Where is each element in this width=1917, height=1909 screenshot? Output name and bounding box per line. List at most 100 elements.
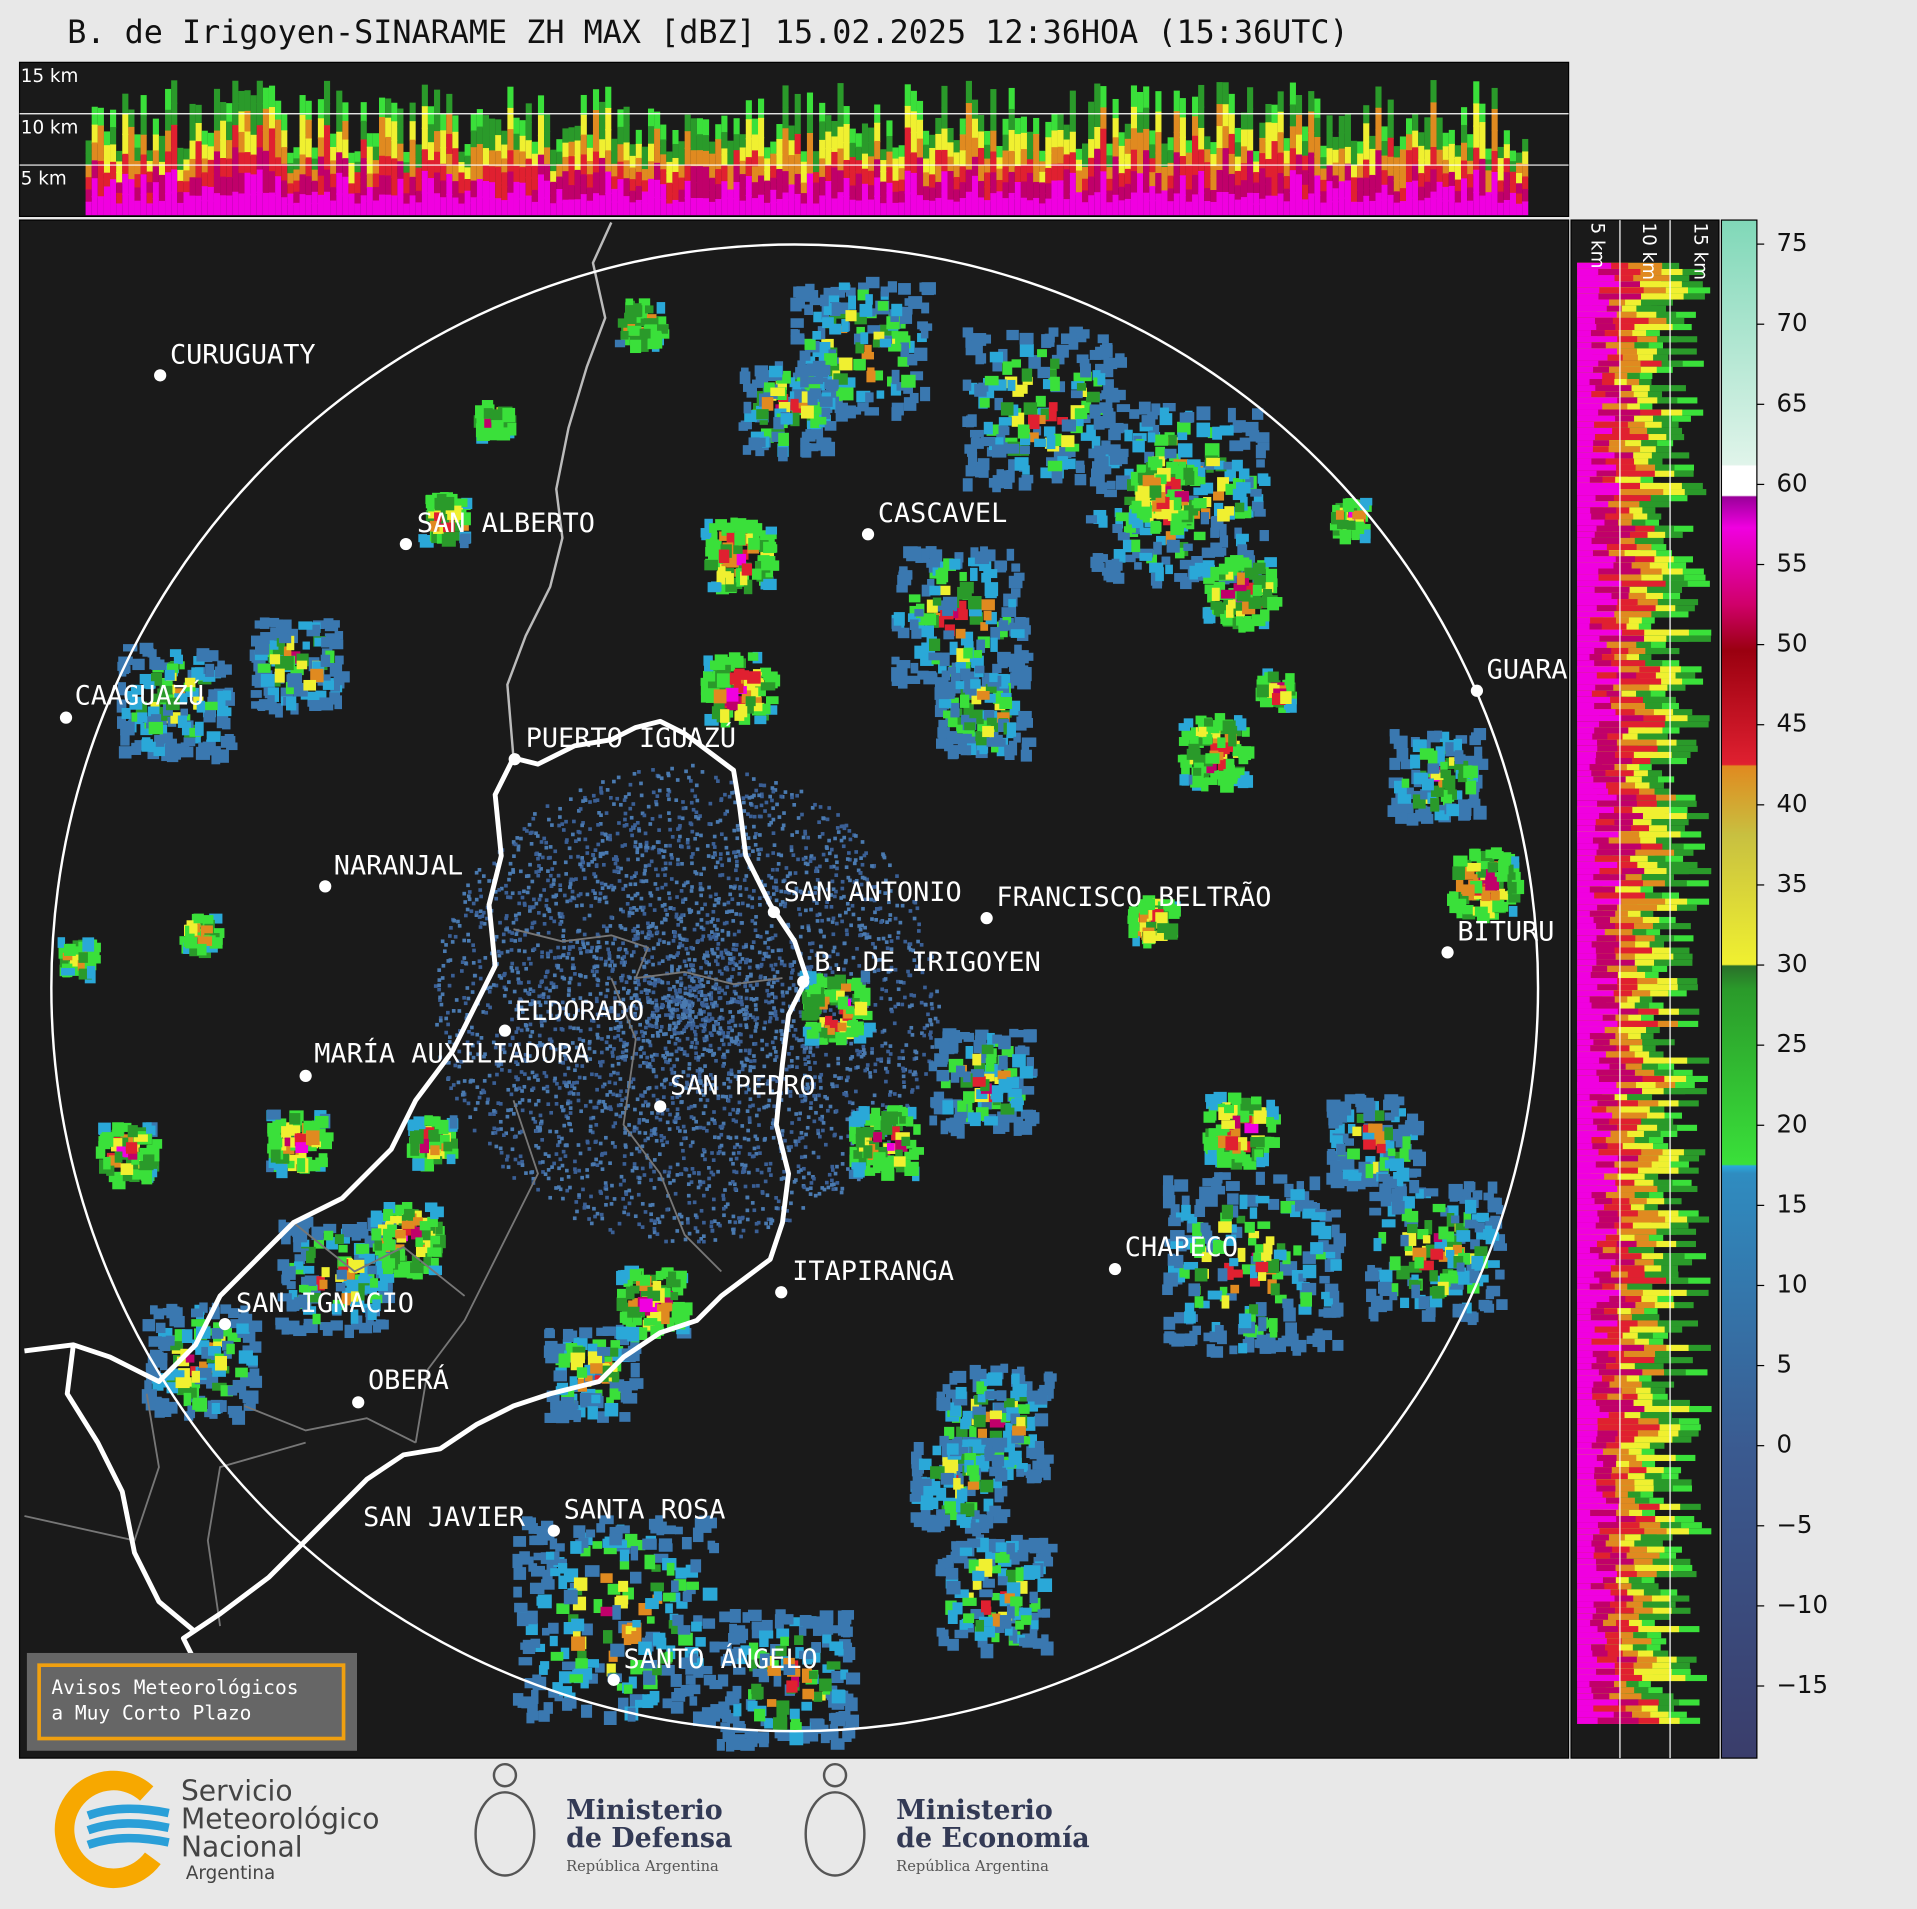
clutter bbox=[740, 1067, 745, 1072]
clutter bbox=[651, 1024, 655, 1029]
echo-column bbox=[427, 124, 435, 144]
clutter bbox=[797, 907, 801, 911]
clutter bbox=[510, 1147, 515, 1152]
clutter bbox=[829, 893, 833, 897]
clutter bbox=[883, 891, 888, 896]
echo-column bbox=[923, 130, 930, 146]
echo-column bbox=[959, 118, 966, 136]
clutter bbox=[687, 1013, 692, 1018]
echo-column bbox=[128, 179, 135, 198]
echo-column bbox=[330, 200, 337, 216]
echo-column bbox=[1192, 135, 1199, 157]
echo-column bbox=[727, 201, 734, 216]
echo-column bbox=[379, 97, 386, 119]
clutter bbox=[846, 875, 851, 880]
clutter bbox=[451, 973, 455, 978]
clutter bbox=[757, 1077, 761, 1082]
clutter bbox=[675, 953, 679, 958]
clutter bbox=[752, 1154, 756, 1158]
echo-column bbox=[91, 124, 98, 144]
clutter bbox=[802, 1047, 807, 1052]
clutter bbox=[628, 782, 633, 787]
clutter bbox=[730, 999, 735, 1004]
clutter bbox=[935, 989, 939, 994]
clutter bbox=[565, 1101, 570, 1106]
echo-column bbox=[599, 139, 606, 160]
clutter bbox=[789, 1130, 794, 1134]
echo-column bbox=[1516, 173, 1523, 185]
clutter bbox=[584, 999, 588, 1004]
echo-column bbox=[281, 113, 288, 132]
clutter bbox=[676, 998, 681, 1003]
echo-column bbox=[489, 198, 496, 216]
clutter bbox=[737, 966, 742, 971]
clutter bbox=[757, 896, 762, 901]
clutter bbox=[788, 964, 793, 968]
clutter bbox=[640, 1225, 645, 1229]
echo-column bbox=[1143, 192, 1150, 216]
echo-column bbox=[751, 166, 759, 184]
clutter bbox=[538, 1041, 542, 1045]
clutter bbox=[847, 1100, 852, 1105]
echo-column bbox=[611, 188, 618, 203]
clutter bbox=[704, 959, 708, 964]
clutter bbox=[536, 856, 540, 861]
echo-column bbox=[1247, 171, 1254, 195]
echo-column bbox=[1442, 200, 1449, 216]
echo-column bbox=[843, 142, 850, 162]
clutter bbox=[729, 1068, 734, 1073]
clutter bbox=[701, 1180, 706, 1185]
clutter bbox=[470, 1025, 474, 1030]
clutter bbox=[731, 1107, 736, 1112]
clutter bbox=[692, 1104, 697, 1108]
echo-column bbox=[1418, 200, 1425, 216]
echo-column bbox=[702, 182, 710, 200]
echo-column bbox=[813, 172, 820, 184]
clutter bbox=[896, 987, 901, 992]
echo-column bbox=[1436, 165, 1443, 184]
clutter bbox=[700, 906, 704, 911]
clutter bbox=[714, 775, 718, 780]
clutter bbox=[738, 1023, 743, 1028]
clutter bbox=[868, 1071, 872, 1075]
clutter bbox=[541, 992, 546, 996]
clutter bbox=[653, 978, 658, 982]
clutter bbox=[865, 877, 869, 882]
echo-column bbox=[476, 196, 483, 216]
clutter bbox=[570, 956, 575, 961]
clutter bbox=[854, 1089, 858, 1094]
clutter bbox=[781, 993, 785, 998]
clutter bbox=[745, 772, 749, 777]
echo-column bbox=[1259, 198, 1266, 216]
clutter bbox=[827, 954, 832, 959]
clutter bbox=[713, 983, 718, 988]
clutter bbox=[661, 996, 665, 1001]
echo-column bbox=[1295, 95, 1303, 117]
clutter bbox=[528, 862, 532, 867]
clutter bbox=[499, 1062, 504, 1067]
echo-column bbox=[1418, 186, 1425, 202]
clutter bbox=[798, 912, 803, 917]
clutter bbox=[707, 885, 711, 890]
clutter bbox=[860, 923, 865, 928]
clutter bbox=[548, 873, 553, 878]
echo-column bbox=[1198, 170, 1205, 194]
clutter bbox=[748, 1097, 753, 1102]
echo-column bbox=[1436, 181, 1443, 200]
clutter bbox=[774, 781, 778, 785]
clutter bbox=[746, 903, 750, 908]
echo-column bbox=[287, 183, 294, 195]
clutter bbox=[566, 1116, 570, 1120]
clutter bbox=[772, 974, 777, 979]
clutter bbox=[720, 1038, 724, 1043]
clutter bbox=[544, 970, 549, 975]
echo-column bbox=[317, 156, 324, 177]
echo-column bbox=[1405, 118, 1413, 136]
clutter bbox=[815, 1044, 820, 1049]
clutter bbox=[784, 1067, 789, 1072]
clutter bbox=[774, 1029, 779, 1034]
clutter bbox=[631, 1085, 636, 1090]
echo-column bbox=[1485, 192, 1492, 205]
clutter bbox=[536, 1044, 540, 1048]
clutter bbox=[611, 857, 616, 861]
